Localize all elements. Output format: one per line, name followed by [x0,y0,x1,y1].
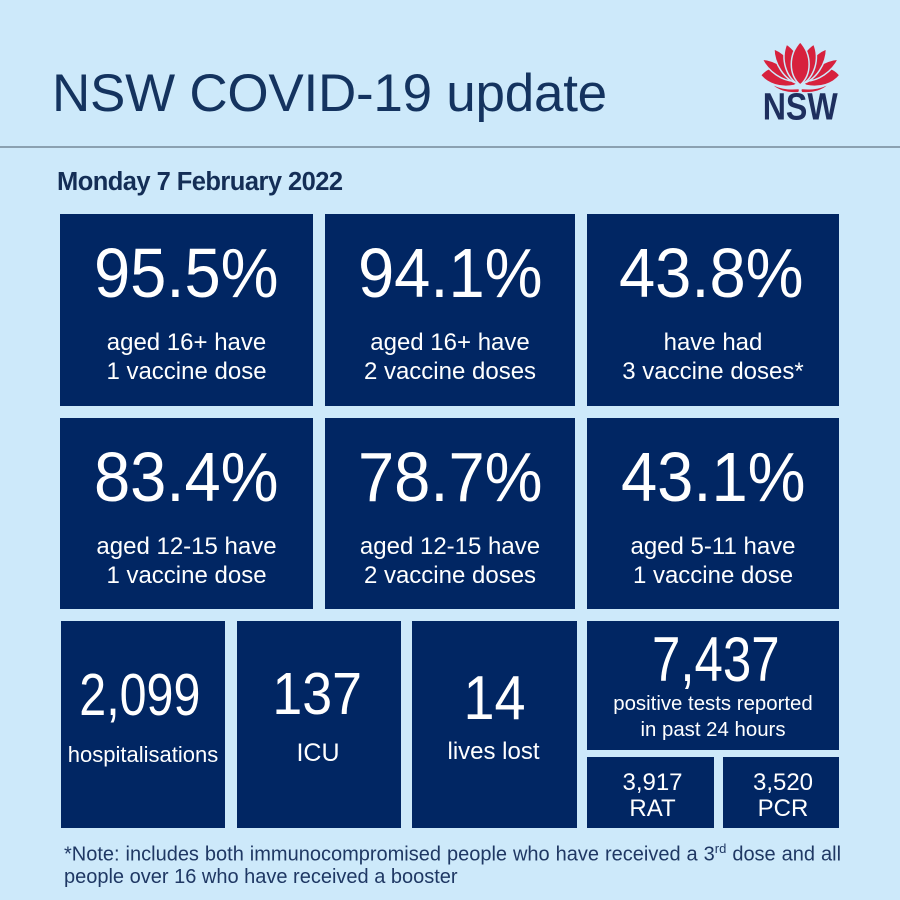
svg-text:NSW: NSW [763,87,838,123]
